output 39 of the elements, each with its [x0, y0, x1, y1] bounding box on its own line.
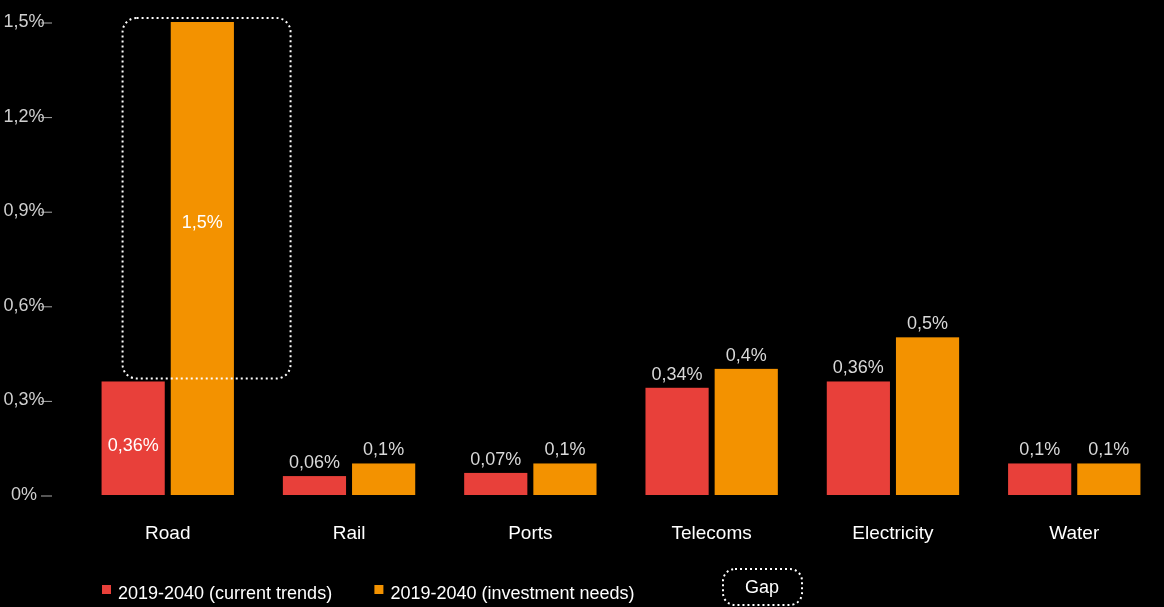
- legend-label: 2019-2040 (investment needs): [390, 583, 635, 603]
- legend-label: 2019-2040 (current trends): [118, 583, 333, 603]
- data-label: 0,1%: [544, 439, 586, 460]
- data-label: 0,07%: [470, 448, 522, 469]
- y-tick-label: 0,6%: [3, 294, 45, 315]
- data-label: 0,1%: [1019, 439, 1061, 460]
- y-tick-label: 1,2%: [3, 105, 45, 126]
- data-label: 0,1%: [1088, 439, 1130, 460]
- x-tick-label: Telecoms: [671, 522, 752, 543]
- bar: [533, 463, 597, 495]
- y-tick-label: 1,5%: [3, 11, 45, 31]
- bar: [1077, 463, 1141, 495]
- bar: [714, 368, 778, 495]
- bar: [170, 22, 234, 495]
- text: Gap: [744, 577, 780, 597]
- bar: [895, 337, 960, 495]
- bar: [101, 381, 165, 495]
- x-tick-label: Road: [145, 522, 191, 543]
- data-label: 0,1%: [363, 439, 405, 460]
- data-label: 1,5%: [181, 211, 223, 232]
- data-label: 0,36%: [832, 357, 884, 378]
- bar: [352, 463, 416, 495]
- x-tick-label: Water: [1049, 522, 1100, 543]
- bar: [826, 381, 890, 495]
- bar: [645, 387, 709, 495]
- data-label: 0,06%: [288, 452, 340, 473]
- data-label: 0,34%: [651, 363, 703, 384]
- data-label: 0,36%: [107, 435, 159, 456]
- y-tick-label: 0,9%: [3, 200, 45, 221]
- x-tick-label: Electricity: [852, 522, 935, 543]
- y-tick-label: 0,3%: [3, 389, 45, 410]
- bar: [1008, 463, 1072, 495]
- data-label: 0,5%: [907, 313, 949, 334]
- x-tick-label: Rail: [332, 522, 366, 543]
- y-tick-label: 0%: [10, 484, 38, 504]
- bar: [464, 472, 528, 495]
- x-tick-label: Ports: [508, 522, 553, 543]
- data-label: 0,4%: [725, 344, 767, 365]
- bar: [282, 476, 347, 495]
